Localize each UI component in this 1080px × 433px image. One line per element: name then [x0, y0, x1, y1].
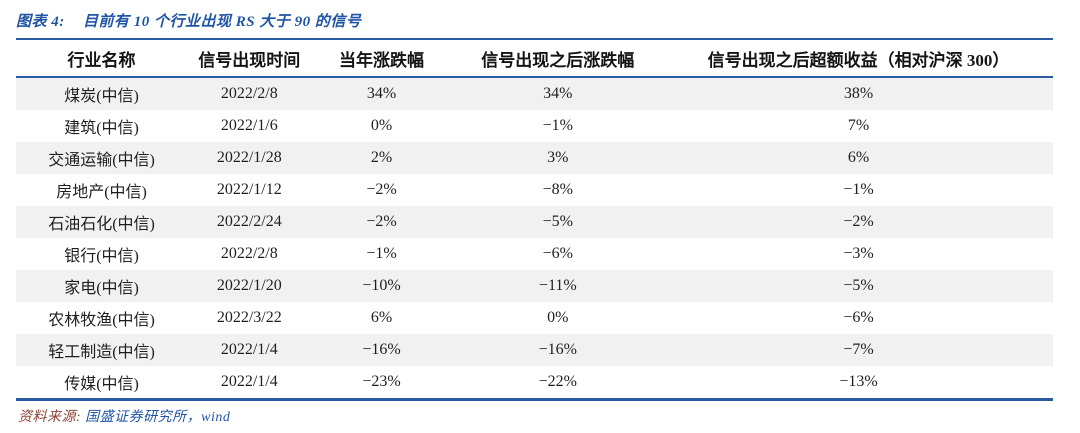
cell-change-after-signal: 3%: [547, 149, 569, 166]
cell-excess-return: 7%: [847, 117, 870, 134]
table-header: 行业名称 信号出现时间 当年涨跌幅 信号出现之后涨跌幅 信号出现之后超额收益（相…: [16, 39, 1053, 78]
cell-ytd-change: −23%: [362, 373, 401, 390]
cell-change-after-signal: −6%: [542, 245, 573, 262]
cell-signal-date: 2022/2/24: [216, 213, 282, 230]
col-header-industry: 行业名称: [16, 39, 188, 78]
cell-ytd-change: 6%: [370, 309, 393, 326]
cell-change-after-signal: −16%: [538, 341, 577, 358]
col-header-signal-date: 信号出现时间: [187, 39, 312, 78]
cell-industry: 建筑(中信): [64, 120, 139, 137]
cell-excess-return: −3%: [843, 245, 874, 262]
cell-ytd-change: −2%: [366, 213, 397, 230]
cell-excess-return: −13%: [839, 373, 878, 390]
cell-industry: 轻工制造(中信): [48, 344, 155, 361]
cell-excess-return: −7%: [843, 341, 874, 358]
source-label: 资料来源:: [18, 410, 82, 425]
table-row: 建筑(中信) 2022/1/6 0% −1% 7%: [16, 110, 1053, 142]
cell-industry: 农林牧渔(中信): [48, 312, 155, 329]
cell-change-after-signal: −5%: [542, 213, 573, 230]
table-row: 交通运输(中信) 2022/1/28 2% 3% 6%: [16, 142, 1053, 174]
cell-ytd-change: −16%: [362, 341, 401, 358]
cell-signal-date: 2022/1/4: [220, 373, 278, 390]
figure-label: 图表 4:: [16, 14, 65, 30]
cell-ytd-change: −2%: [366, 181, 397, 198]
source-text: 国盛证券研究所，wind: [85, 410, 231, 425]
table-row: 煤炭(中信) 2022/2/8 34% 34% 38%: [16, 77, 1053, 110]
cell-ytd-change: 2%: [370, 149, 393, 166]
cell-excess-return: −5%: [843, 277, 874, 294]
cell-industry: 房地产(中信): [56, 184, 147, 201]
col-header-excess-return: 信号出现之后超额收益（相对沪深 300）: [664, 39, 1053, 78]
col-header-ytd-change: 当年涨跌幅: [311, 39, 452, 78]
cell-ytd-change: −1%: [366, 245, 397, 262]
cell-signal-date: 2022/1/6: [220, 117, 278, 134]
cell-industry: 银行(中信): [64, 248, 139, 265]
figure-title-text: 目前有 10 个行业出现 RS 大于 90 的信号: [83, 14, 362, 30]
table-row: 石油石化(中信) 2022/2/24 −2% −5% −2%: [16, 206, 1053, 238]
table-body: 煤炭(中信) 2022/2/8 34% 34% 38% 建筑(中信) 2022/…: [16, 77, 1053, 400]
figure-title: 图表 4: 目前有 10 个行业出现 RS 大于 90 的信号: [0, 0, 1080, 38]
table-row: 银行(中信) 2022/2/8 −1% −6% −3%: [16, 238, 1053, 270]
cell-ytd-change: 0%: [370, 117, 393, 134]
cell-change-after-signal: 34%: [543, 85, 573, 102]
table-row: 轻工制造(中信) 2022/1/4 −16% −16% −7%: [16, 334, 1053, 366]
cell-ytd-change: 34%: [366, 85, 397, 102]
table-row: 传媒(中信) 2022/1/4 −23% −22% −13%: [16, 366, 1053, 400]
cell-ytd-change: −10%: [362, 277, 401, 294]
cell-change-after-signal: −1%: [542, 117, 573, 134]
cell-change-after-signal: −22%: [538, 373, 577, 390]
cell-signal-date: 2022/2/8: [220, 85, 278, 102]
col-header-change-after-signal: 信号出现之后涨跌幅: [451, 39, 665, 78]
cell-signal-date: 2022/1/12: [216, 181, 282, 198]
cell-industry: 家电(中信): [64, 280, 139, 297]
cell-signal-date: 2022/1/28: [216, 149, 282, 166]
table-row: 房地产(中信) 2022/1/12 −2% −8% −1%: [16, 174, 1053, 206]
table-row: 家电(中信) 2022/1/20 −10% −11% −5%: [16, 270, 1053, 302]
cell-industry: 石油石化(中信): [48, 216, 155, 233]
cell-change-after-signal: 0%: [547, 309, 569, 326]
source-note: 资料来源: 国盛证券研究所，wind: [18, 406, 1080, 426]
cell-industry: 煤炭(中信): [64, 88, 139, 105]
cell-excess-return: 38%: [843, 85, 874, 102]
cell-excess-return: −2%: [843, 213, 874, 230]
cell-change-after-signal: −11%: [538, 277, 577, 294]
cell-change-after-signal: −8%: [542, 181, 573, 198]
cell-industry: 交通运输(中信): [48, 152, 155, 169]
cell-excess-return: −1%: [843, 181, 874, 198]
cell-signal-date: 2022/1/4: [220, 341, 278, 358]
cell-signal-date: 2022/3/22: [216, 309, 282, 326]
rs-signals-table: 行业名称 信号出现时间 当年涨跌幅 信号出现之后涨跌幅 信号出现之后超额收益（相…: [16, 38, 1053, 401]
cell-excess-return: −6%: [843, 309, 874, 326]
cell-signal-date: 2022/1/20: [216, 277, 282, 294]
header-row: 行业名称 信号出现时间 当年涨跌幅 信号出现之后涨跌幅 信号出现之后超额收益（相…: [16, 39, 1053, 78]
cell-signal-date: 2022/2/8: [220, 245, 278, 262]
cell-industry: 传媒(中信): [64, 376, 139, 393]
cell-excess-return: 6%: [847, 149, 870, 166]
table-row: 农林牧渔(中信) 2022/3/22 6% 0% −6%: [16, 302, 1053, 334]
